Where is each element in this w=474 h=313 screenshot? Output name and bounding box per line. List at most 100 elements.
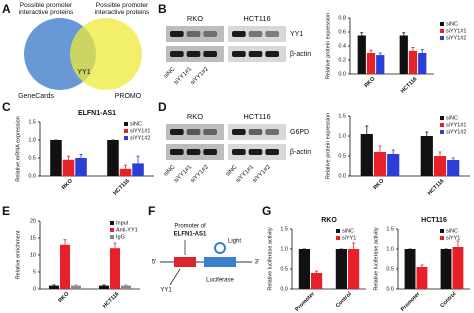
legend-swatch (110, 228, 114, 232)
legend-swatch (440, 116, 444, 120)
x-tick-label: RKO (364, 76, 377, 89)
bar (418, 53, 427, 74)
signal-label: Light (228, 239, 241, 245)
bar (62, 159, 75, 176)
legend-swatch (110, 235, 114, 239)
bar (71, 285, 81, 289)
venn-left-title: Possible promoter interactive proteins (18, 2, 74, 16)
legend-label: siYY1#1 (446, 122, 467, 128)
y-tick-label: 1.5 (280, 226, 288, 232)
legend-swatch (336, 229, 340, 233)
panel-label: F (148, 204, 155, 218)
y-tick-label: 0.0 (280, 286, 288, 292)
blot-band (170, 51, 184, 57)
bar (452, 247, 464, 289)
bar (399, 35, 408, 74)
y-tick-label: 0.4 (338, 43, 346, 49)
bar (408, 50, 418, 74)
y-tick-label: 20 (30, 218, 36, 224)
y-tick-label: 1.0 (28, 137, 36, 143)
lane-label: siNC (163, 66, 177, 80)
protein-label: β-actin (290, 149, 311, 156)
blot-band (186, 129, 201, 135)
cell-line-label: RKO (187, 112, 203, 121)
y-axis-label: Relative luciferase activity (267, 227, 273, 291)
y-tick-label: 0 (33, 286, 36, 292)
y-tick-label: 0.0 (28, 173, 36, 179)
cell-line-label: HCT116 (243, 112, 270, 121)
y-axis-label: Relative protein expression (325, 113, 331, 179)
bar (348, 249, 360, 289)
bar (49, 285, 59, 289)
y-tick-label: 0.0 (338, 173, 346, 179)
bar (366, 53, 376, 74)
cell-line-label: HCT116 (243, 14, 270, 23)
bar (75, 158, 87, 176)
y-tick-label: 1.5 (338, 113, 346, 119)
panel-label: E (2, 204, 10, 218)
light-icon (214, 242, 226, 254)
legend-swatch (124, 129, 128, 133)
y-tick-label: 0.5 (338, 153, 346, 159)
lane-label: siNC (225, 164, 239, 178)
blot-band (186, 51, 201, 57)
y-tick-label: 0.0 (338, 71, 346, 77)
legend-swatch (440, 130, 444, 134)
legend-label: siNC (342, 228, 354, 234)
y-tick-label: 0.5 (280, 266, 288, 272)
x-tick-label: HCT116 (112, 178, 131, 197)
blot-band (248, 129, 263, 135)
bar (420, 136, 433, 176)
bar (107, 140, 119, 176)
bar (121, 285, 131, 289)
x-tick-label: Control (335, 291, 353, 309)
protein-label: β-actin (290, 51, 311, 58)
x-tick-label: HCT116 (102, 291, 121, 310)
protein-label: G6PD (290, 129, 309, 136)
bar (335, 249, 347, 289)
y-axis-label: Relative protein expression (325, 13, 331, 79)
y-tick-label: 0.2 (338, 57, 346, 63)
x-tick-label: RKO (61, 178, 74, 191)
y-tick-label: 0.5 (386, 266, 394, 272)
y-tick-label: 0.6 (338, 29, 346, 35)
legend-label: Input (116, 220, 129, 226)
blot-band (232, 129, 246, 135)
x-tick-label: RKO (373, 178, 386, 191)
legend-label: siYY1#2 (446, 129, 467, 135)
legend-label: siNC (130, 121, 142, 127)
y-tick-label: 1.5 (386, 226, 394, 232)
promoter-box (174, 257, 196, 267)
blot-band (265, 149, 279, 155)
y-tick-label: 0.8 (338, 15, 346, 21)
legend-swatch (440, 229, 444, 233)
bar (447, 160, 460, 176)
blot-band (170, 149, 184, 155)
y-axis-label: Relative mRNA expression (15, 116, 21, 181)
legend-swatch (110, 221, 114, 225)
blot-band (248, 31, 263, 37)
factor-label: YY1 (160, 288, 172, 294)
protein-label: YY1 (290, 31, 303, 38)
legend-label: siNC (446, 21, 458, 27)
legend-label: siYY1#2 (446, 35, 467, 41)
blot-strip (166, 26, 224, 42)
blot-band (232, 149, 246, 155)
venn-overlap-label: YY1 (77, 69, 90, 76)
venn-left-label: GeneCards (18, 93, 54, 100)
blot-band (203, 149, 217, 155)
legend-label: siYY1 (446, 235, 460, 241)
y-axis-label: Relative luciferase activity (373, 227, 379, 291)
lane-label: siYY1#2 (190, 164, 211, 185)
legend-swatch (440, 22, 444, 26)
bar (387, 154, 400, 176)
blot-band (170, 31, 184, 37)
bar (360, 134, 373, 176)
bar (132, 163, 144, 176)
legend-swatch (124, 136, 128, 140)
y-tick-label: 1.0 (338, 133, 346, 139)
venn-right (70, 18, 142, 90)
blot-band (203, 129, 217, 135)
bar (376, 55, 385, 74)
